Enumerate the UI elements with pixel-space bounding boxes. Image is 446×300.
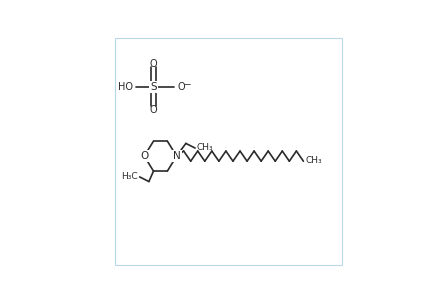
Text: O: O: [178, 82, 186, 92]
Text: N: N: [173, 151, 181, 161]
Text: O: O: [140, 151, 149, 161]
Text: CH₃: CH₃: [197, 143, 214, 152]
Text: −: −: [183, 79, 190, 88]
Text: S: S: [150, 82, 157, 92]
Text: +: +: [178, 148, 184, 157]
Text: H₃C: H₃C: [121, 172, 138, 181]
Text: O: O: [150, 59, 157, 69]
Text: HO: HO: [118, 82, 133, 92]
Text: O: O: [150, 105, 157, 115]
Text: CH₃: CH₃: [305, 156, 322, 165]
